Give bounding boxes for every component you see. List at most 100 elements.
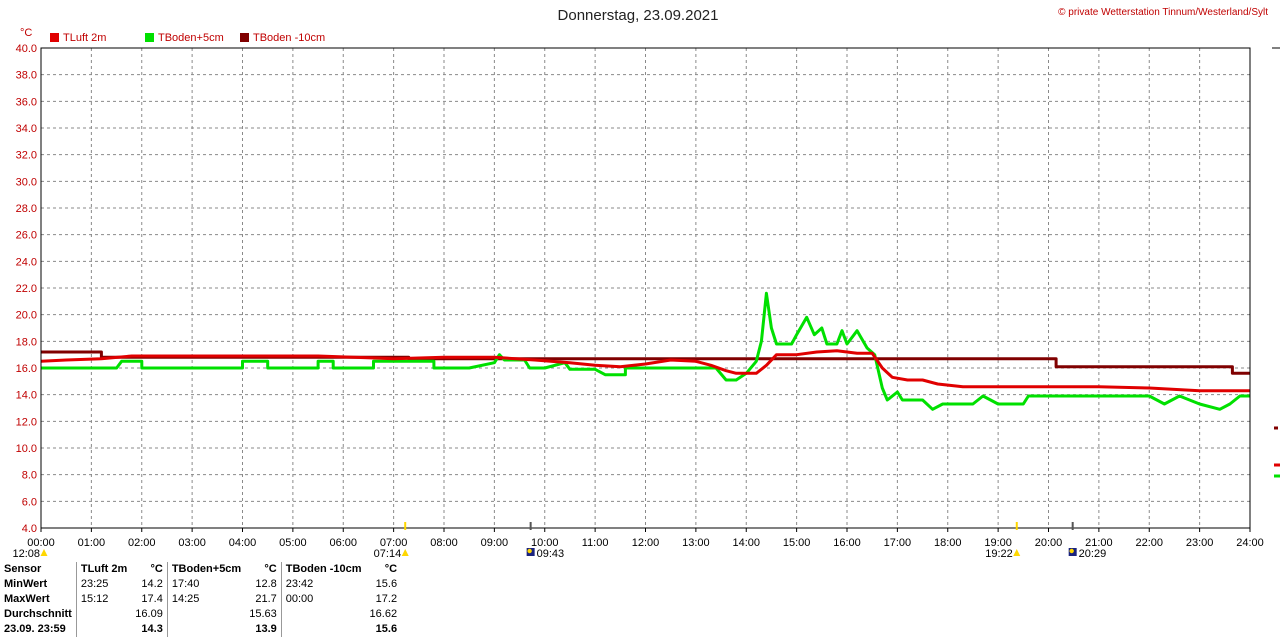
y-tick-label: 30.0 [16, 176, 37, 188]
x-axis-ticks: 00:00 01:00 02:00 03:00 04:00 05:00 06:00 07:00… [27, 528, 1264, 549]
stats-header-row: Sensor TLuft 2m °C TBoden+5cm °C TBoden … [0, 562, 401, 577]
stats-row-label: Durchschnitt [4, 608, 72, 620]
stats-row-label: MinWert [4, 578, 48, 590]
stats-time [75, 622, 132, 637]
stats-value: 13.9 [255, 623, 277, 635]
x-tick-label: 20:00 [1035, 537, 1063, 549]
stats-time: 23:42 [280, 577, 366, 592]
x-tick-label: 03:00 [178, 537, 206, 549]
stats-header-s1: TLuft 2m [75, 562, 132, 577]
y-tick-label: 24.0 [16, 256, 37, 268]
y-tick-label: 20.0 [16, 310, 37, 322]
stats-header-s2: TBoden+5cm [166, 562, 246, 577]
stats-value: 16.62 [369, 608, 398, 620]
x-tick-label: 16:00 [833, 537, 861, 549]
x-tick-label: 07:00 [380, 537, 408, 549]
stats-row: MaxWert 15:12 17.4 14:25 21.7 00:00 17.2 [0, 592, 401, 607]
stats-value: 17.2 [375, 593, 398, 605]
stats-header-s3: TBoden -10cm [280, 562, 366, 577]
y-tick-label: 14.0 [16, 390, 37, 402]
y-tick-label: 38.0 [16, 70, 37, 82]
legend-swatch-tboden5 [145, 33, 154, 42]
stats-time [280, 622, 366, 637]
stats-value: 21.7 [255, 593, 277, 605]
legend-label-tboden10: TBoden -10cm [253, 32, 325, 44]
series-line-tluft [40, 349, 1250, 393]
stats-time [75, 607, 132, 622]
x-tick-label: 02:00 [128, 537, 156, 549]
stats-row-label: 23.09. 23:59 [4, 623, 66, 635]
station-credit: © private Wetterstation Tinnum/Westerlan… [1058, 7, 1268, 18]
x-tick-label: 05:00 [279, 537, 307, 549]
plot-frame [40, 47, 1251, 529]
grid [41, 48, 1250, 528]
y-tick-label: 10.0 [16, 443, 37, 455]
y-tick-label: 36.0 [16, 96, 37, 108]
sun-icon [1013, 549, 1021, 556]
stats-value: 14.2 [141, 578, 163, 590]
stats-row: MinWert 23:25 14.2 17:40 12.8 23:42 15.6 [0, 577, 401, 592]
stats-header-u1: °C [150, 563, 163, 575]
sun-event-label: 19:22 [985, 548, 1013, 560]
legend-swatch-tboden10 [240, 33, 249, 42]
stats-time: 23:25 [75, 577, 132, 592]
x-tick-label: 01:00 [78, 537, 106, 549]
y-tick-label: 34.0 [16, 123, 37, 135]
chart-title: Donnerstag, 23.09.2021 [558, 7, 719, 24]
stats-header-u3: °C [384, 563, 398, 575]
sun-icon [40, 549, 48, 556]
y-tick-label: 16.0 [16, 363, 37, 375]
y-tick-label: 4.0 [22, 523, 37, 535]
stats-row: Durchschnitt 16.09 15.63 16.62 [0, 607, 401, 622]
x-tick-label: 21:00 [1085, 537, 1113, 549]
legend-label-tboden5: TBoden+5cm [158, 32, 224, 44]
moon-icon [1069, 548, 1074, 554]
y-tick-label: 12.0 [16, 416, 37, 428]
x-tick-label: 12:00 [632, 537, 660, 549]
stats-row: 23.09. 23:59 14.3 13.9 15.6 [0, 622, 401, 637]
sun-event-label: 07:14 [374, 548, 402, 560]
x-tick-label: 00:00 [27, 537, 55, 549]
x-tick-label: 10:00 [531, 537, 559, 549]
stats-time: 17:40 [166, 577, 246, 592]
y-tick-label: 8.0 [22, 470, 37, 482]
y-tick-label: 22.0 [16, 283, 37, 295]
y-tick-label: 40.0 [16, 43, 37, 55]
y-unit-label: °C [20, 27, 32, 39]
sun-event-label: 20:29 [1079, 548, 1107, 560]
series-lines [40, 291, 1250, 411]
y-tick-label: 32.0 [16, 150, 37, 162]
x-tick-label: 06:00 [329, 537, 357, 549]
sun-icon [401, 549, 409, 556]
stats-value: 14.3 [141, 623, 163, 635]
right-edge-markers [1272, 47, 1280, 478]
stats-time: 15:12 [75, 592, 132, 607]
x-tick-label: 09:00 [481, 537, 509, 549]
stats-value: 15.6 [375, 578, 398, 590]
y-axis-ticks: 4.0 6.0 8.0 10.0 12.0 14.0 16.0 18.0 20.0 22.0 24.… [16, 43, 37, 535]
legend: TLuft 2m TBoden+5cm TBoden -10cm [50, 32, 325, 44]
legend-swatch-tluft [50, 33, 59, 42]
sun-event-label: 09:43 [537, 548, 565, 560]
stats-time: 14:25 [166, 592, 246, 607]
stats-time [166, 607, 246, 622]
stats-value: 17.4 [141, 593, 163, 605]
stats-header-u2: °C [264, 563, 277, 575]
x-tick-label: 11:00 [582, 537, 609, 549]
sun-event-label: 12:08 [12, 548, 40, 560]
legend-label-tluft: TLuft 2m [63, 32, 106, 44]
x-tick-label: 22:00 [1135, 537, 1163, 549]
x-tick-label: 04:00 [229, 537, 257, 549]
stats-value: 12.8 [255, 578, 277, 590]
stats-value: 16.09 [135, 608, 163, 620]
y-tick-label: 18.0 [16, 336, 37, 348]
sun-markers: 12:08 07:14 09:43 19:22 20:29 [12, 522, 1106, 560]
stats-header-sensor: Sensor [4, 563, 42, 575]
stats-value: 15.63 [249, 608, 277, 620]
moon-icon [527, 548, 532, 554]
x-tick-label: 14:00 [732, 537, 760, 549]
y-tick-label: 26.0 [16, 230, 37, 242]
x-tick-label: 13:00 [682, 537, 710, 549]
x-tick-label: 23:00 [1186, 537, 1214, 549]
x-tick-label: 17:00 [884, 537, 912, 549]
